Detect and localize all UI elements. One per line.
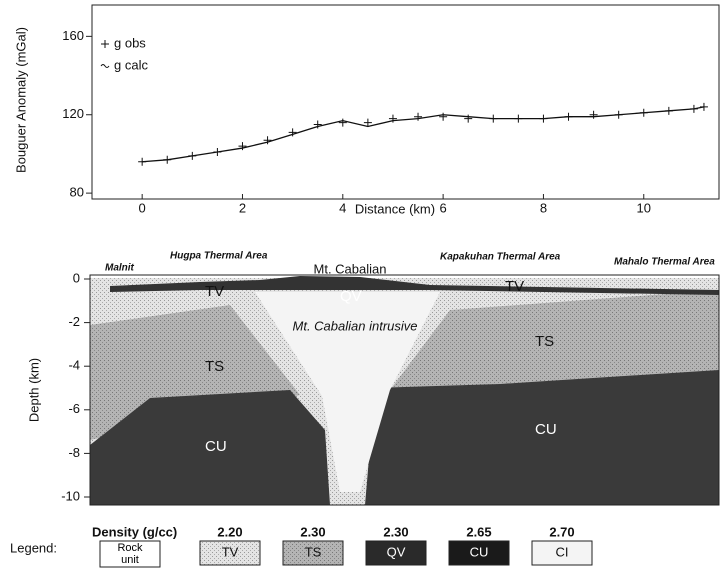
legend-density: 2.30 xyxy=(383,524,408,539)
obs-marker xyxy=(489,114,498,123)
obs-marker xyxy=(338,118,347,127)
x-tick-label: 8 xyxy=(540,200,547,215)
obs-marker xyxy=(699,102,708,111)
legend-swatch xyxy=(448,540,510,566)
y-tick-label: 120 xyxy=(62,106,84,121)
legend-label: g obs xyxy=(114,35,146,50)
obs-marker xyxy=(464,114,473,123)
legend-swatch xyxy=(365,540,427,566)
legend-unit: TS xyxy=(305,544,322,559)
obs-marker xyxy=(689,104,698,113)
unit-label: TV xyxy=(205,283,224,300)
legend-unit: TV xyxy=(222,544,239,559)
x-tick-label: 10 xyxy=(637,200,651,215)
legend-rock-unit: Rock unit xyxy=(117,542,143,566)
unit-label: TS xyxy=(205,358,224,375)
obs-marker xyxy=(238,142,247,151)
legend-density: 2.65 xyxy=(466,524,491,539)
obs-marker xyxy=(414,112,423,121)
obs-marker xyxy=(639,108,648,117)
unit-label: CU xyxy=(205,438,227,455)
cross-section xyxy=(89,274,720,506)
unit-label: TV xyxy=(505,278,524,295)
unit-label: QV xyxy=(340,288,362,305)
obs-marker xyxy=(138,157,147,166)
legend-density: 2.20 xyxy=(217,524,242,539)
legend-density-label: Density (g/cc) xyxy=(92,524,177,539)
depth-label: Depth (km) xyxy=(26,358,41,422)
depth-tick-label: -6 xyxy=(68,401,80,416)
plot-frame xyxy=(91,4,720,200)
place-label: Kapakuhan Thermal Area xyxy=(440,252,561,263)
depth-tick-label: 0 xyxy=(73,270,80,285)
x-tick-label: 0 xyxy=(139,200,146,215)
legend-marker xyxy=(101,40,109,48)
legend-marker xyxy=(100,64,110,68)
x-tick-label: 2 xyxy=(239,200,246,215)
unit-label: TS xyxy=(535,333,554,350)
legend-swatch xyxy=(282,540,344,566)
x-axis-label: Distance (km) xyxy=(355,201,435,216)
legend-title: Legend: xyxy=(10,540,57,555)
x-tick-label: 6 xyxy=(440,200,447,215)
obs-marker xyxy=(313,120,322,129)
obs-marker xyxy=(614,110,623,119)
obs-marker xyxy=(363,118,372,127)
obs-marker xyxy=(263,136,272,145)
place-label: Mahalo Thermal Area xyxy=(614,257,715,268)
obs-marker xyxy=(288,128,297,137)
depth-tick-label: -2 xyxy=(68,314,80,329)
y-axis-label: Bouguer Anomaly (mGal) xyxy=(13,27,28,173)
obs-marker xyxy=(564,112,573,121)
y-tick-label: 80 xyxy=(70,185,84,200)
unit-label: CU xyxy=(535,421,557,438)
legend-unit: CI xyxy=(556,544,569,559)
calc-line xyxy=(142,106,705,163)
legend-unit: QV xyxy=(387,544,406,559)
depth-tick-label: -4 xyxy=(68,358,80,373)
obs-marker xyxy=(213,147,222,156)
obs-marker xyxy=(589,110,598,119)
place-label: Mt. Cabalian xyxy=(314,261,387,276)
legend-density: 2.70 xyxy=(549,524,574,539)
obs-marker xyxy=(439,112,448,121)
obs-marker xyxy=(188,151,197,160)
x-tick-label: 4 xyxy=(339,200,346,215)
obs-marker xyxy=(163,155,172,164)
obs-marker xyxy=(388,114,397,123)
unit-label: Mt. Cabalian intrusive xyxy=(293,318,418,333)
depth-tick-label: -10 xyxy=(61,488,80,503)
obs-marker xyxy=(514,114,523,123)
y-tick-label: 160 xyxy=(62,28,84,43)
legend-label: g calc xyxy=(114,57,148,72)
legend-swatch xyxy=(531,540,593,566)
place-label: Malnit xyxy=(105,263,135,274)
legend-swatch xyxy=(199,540,261,566)
obs-marker xyxy=(539,114,548,123)
legend-unit: CU xyxy=(470,544,489,559)
depth-tick-label: -8 xyxy=(68,445,80,460)
obs-marker xyxy=(664,106,673,115)
place-label: Hugpa Thermal Area xyxy=(170,251,268,262)
legend-density: 2.30 xyxy=(300,524,325,539)
